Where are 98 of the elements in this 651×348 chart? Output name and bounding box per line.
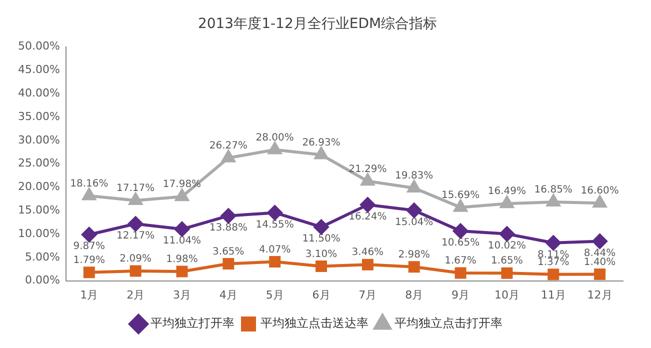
data-label: 1.79% xyxy=(73,255,106,266)
x-tick-label: 11月 xyxy=(540,288,566,302)
data-label: 1.65% xyxy=(491,256,523,267)
point xyxy=(360,174,374,186)
legend-label: 平均独立点击打开率 xyxy=(394,316,502,330)
data-label: 14.55% xyxy=(256,219,294,230)
point xyxy=(222,258,234,270)
point xyxy=(500,196,514,208)
data-label: 1.37% xyxy=(537,256,570,268)
data-label: 9.87% xyxy=(73,241,106,252)
y-tick-label: 10.00% xyxy=(18,226,60,240)
x-tick-label: 9月 xyxy=(452,288,470,302)
data-label: 4.07% xyxy=(258,244,291,256)
point xyxy=(220,208,236,224)
data-label: 17.17% xyxy=(116,183,155,194)
y-tick-label: 40.00% xyxy=(18,86,60,100)
x-tick-label: 1月 xyxy=(80,288,98,302)
data-label: 2.98% xyxy=(398,249,430,260)
data-label: 3.65% xyxy=(212,246,244,258)
point xyxy=(408,261,420,273)
data-label: 18.16% xyxy=(70,178,108,190)
y-tick-label: 35.00% xyxy=(18,110,60,123)
point xyxy=(82,227,97,242)
data-label: 1.67% xyxy=(444,256,476,267)
legend-label: 平均独立点击送达率 xyxy=(260,316,368,330)
data-label: 15.69% xyxy=(441,190,480,201)
point xyxy=(406,202,422,218)
data-label: 1.40% xyxy=(584,256,616,268)
point xyxy=(501,267,513,279)
data-label: 16.85% xyxy=(534,184,572,196)
x-tick-label: 6月 xyxy=(312,288,330,302)
point xyxy=(130,265,142,277)
data-label: 3.10% xyxy=(305,248,338,260)
point xyxy=(548,268,560,280)
x-tick-label: 8月 xyxy=(405,288,424,302)
point xyxy=(128,216,144,232)
x-tick-label: 5月 xyxy=(266,288,284,302)
x-tick-label: 4月 xyxy=(219,288,238,302)
x-tick-label: 3月 xyxy=(172,288,191,302)
point xyxy=(128,192,142,205)
data-label: 12.17% xyxy=(116,230,155,242)
chart-title: 2013年度1-12月全行业EDM综合指标 xyxy=(198,16,438,32)
data-label: 1.98% xyxy=(166,254,198,266)
point xyxy=(499,226,514,242)
point xyxy=(454,267,466,279)
point xyxy=(594,268,606,280)
point xyxy=(83,266,95,278)
x-tick-label: 10月 xyxy=(494,288,520,302)
point xyxy=(268,142,282,154)
point xyxy=(360,197,376,212)
data-label: 26.27% xyxy=(209,140,248,152)
point xyxy=(546,194,560,206)
data-label: 11.04% xyxy=(162,236,202,247)
y-tick-label: 25.00% xyxy=(18,156,60,170)
data-label: 8.44% xyxy=(584,248,616,259)
point xyxy=(175,189,189,202)
data-label: 21.29% xyxy=(348,164,387,175)
point xyxy=(174,222,190,237)
point xyxy=(222,150,236,162)
point xyxy=(592,234,608,249)
point xyxy=(454,200,468,212)
data-label: 13.88% xyxy=(209,222,248,234)
point xyxy=(82,188,96,200)
data-label: 16.49% xyxy=(488,186,526,198)
x-tick-label: 12月 xyxy=(587,288,612,302)
point xyxy=(314,147,328,160)
data-label: 16.60% xyxy=(580,186,619,197)
y-tick-label: 20.00% xyxy=(18,180,60,194)
point xyxy=(593,196,606,208)
data-label: 3.46% xyxy=(352,247,384,258)
data-label: 19.83% xyxy=(395,170,434,182)
point xyxy=(453,223,468,238)
y-tick-label: 30.00% xyxy=(18,133,60,146)
point xyxy=(314,219,329,234)
point xyxy=(407,180,421,192)
data-label: 26.93% xyxy=(302,137,340,148)
point xyxy=(362,258,374,270)
data-label: 11.50% xyxy=(302,234,340,245)
x-tick-label: 7月 xyxy=(358,288,377,302)
point xyxy=(269,256,281,268)
point xyxy=(546,235,561,250)
y-tick-label: 15.00% xyxy=(18,203,60,216)
data-label: 10.65% xyxy=(441,238,480,249)
data-label: 15.04% xyxy=(395,217,434,228)
y-tick-label: 50.00% xyxy=(18,40,60,53)
y-tick-label: 0.00% xyxy=(24,274,60,287)
data-label: 16.24% xyxy=(348,211,387,222)
x-tick-label: 2月 xyxy=(126,288,145,302)
point xyxy=(267,205,282,220)
data-label: 10.02% xyxy=(488,240,526,252)
legend-label: 平均独立打开率 xyxy=(150,316,234,330)
y-tick-label: 45.00% xyxy=(18,63,60,76)
y-tick-label: 5.00% xyxy=(24,250,60,264)
point xyxy=(176,266,188,278)
point xyxy=(316,260,328,272)
data-label: 2.09% xyxy=(120,254,152,265)
data-label: 17.98% xyxy=(162,179,202,190)
data-label: 28.00% xyxy=(256,132,294,144)
